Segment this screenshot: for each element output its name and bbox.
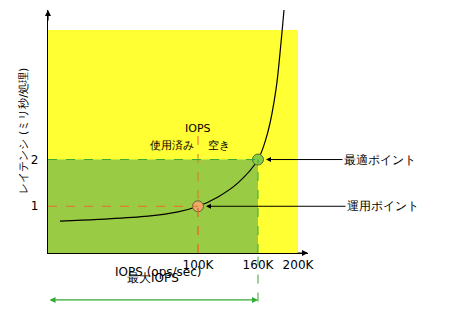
svg-text:最大IOPS: 最大IOPS: [127, 271, 179, 285]
svg-text:運用ポイント: 運用ポイント: [347, 199, 419, 213]
svg-text:使用済み: 使用済み: [150, 139, 194, 152]
svg-text:1: 1: [31, 199, 39, 213]
svg-text:IOPS: IOPS: [185, 122, 211, 135]
svg-text:160K: 160K: [243, 258, 275, 272]
svg-text:空き: 空き: [208, 139, 230, 152]
svg-text:レイテンシ (ミリ秒/処理): レイテンシ (ミリ秒/処理): [17, 68, 30, 194]
svg-text:100K: 100K: [183, 258, 215, 272]
svg-text:2: 2: [31, 153, 39, 167]
svg-text:200K: 200K: [283, 258, 315, 272]
svg-text:IOPS (ops/sec): IOPS (ops/sec): [115, 265, 202, 279]
svg-text:最適ポイント: 最適ポイント: [344, 153, 416, 167]
